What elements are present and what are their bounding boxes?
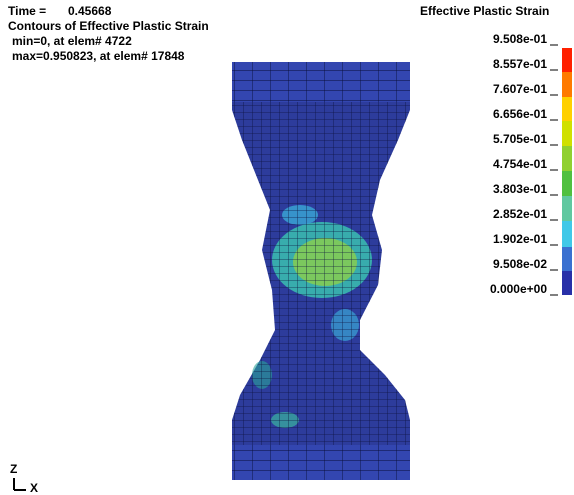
time-label: Time =	[8, 4, 46, 18]
legend-label: 4.754e-01	[493, 157, 547, 171]
triad-x: X	[30, 481, 38, 495]
legend-title: Effective Plastic Strain	[420, 4, 549, 18]
min-info: min=0, at elem# 4722	[12, 34, 132, 48]
viewport: Time = 0.45668 Contours of Effective Pla…	[0, 0, 574, 495]
legend-label: 1.902e-01	[493, 232, 547, 246]
legend-label: 3.803e-01	[493, 182, 547, 196]
legend-label: 9.508e-02	[493, 257, 547, 271]
legend-label: 6.656e-01	[493, 107, 547, 121]
legend-label: 9.508e-01	[493, 32, 547, 46]
triad-z: Z	[10, 462, 17, 476]
legend-label: 7.607e-01	[493, 82, 547, 96]
legend-label: 2.852e-01	[493, 207, 547, 221]
specimen	[232, 62, 410, 480]
axis-triad: Z X	[10, 462, 38, 495]
legend-label: 0.000e+00	[490, 282, 547, 296]
plot-title: Contours of Effective Plastic Strain	[8, 19, 209, 33]
max-info: max=0.950823, at elem# 17848	[12, 49, 185, 63]
legend-label: 8.557e-01	[493, 57, 547, 71]
time-value: 0.45668	[68, 4, 112, 18]
color-bar	[562, 48, 572, 295]
legend-label: 5.705e-01	[493, 132, 547, 146]
